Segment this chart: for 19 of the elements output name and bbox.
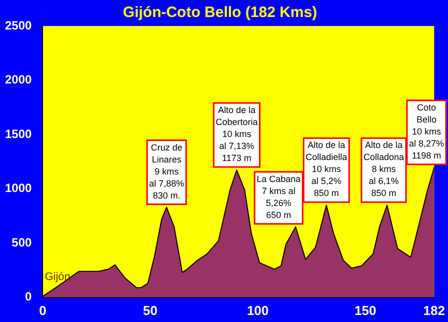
y-tick-label: 2500: [4, 18, 32, 32]
annotation: Alto de la Cobertoria 10 kms al 7,13% 1173 m: [216, 105, 258, 164]
x-tick-label: 50: [143, 302, 158, 318]
annotation: La Cabana 7 kms al 5,26% 650 m: [256, 174, 301, 220]
annotation: Alto de la Colladiella 10 kms al 5,2% 850 m: [306, 140, 348, 198]
x-tick-label: 100: [246, 302, 269, 318]
x-tick-label: 0: [39, 302, 46, 318]
annotation: Alto de la Colladona 8 kms al 6,1% 850 m: [363, 140, 404, 198]
y-tick-label: 2000: [4, 72, 32, 87]
annotation: Gijón: [44, 270, 70, 283]
annotation: Coto Bello 10 kms al 8,27% 1198 m: [408, 102, 444, 160]
y-tick-label: 0: [25, 290, 32, 304]
y-tick-label: 500: [12, 235, 32, 250]
x-tick-label: 182: [423, 302, 446, 318]
chart-title: Gijón-Coto Bello (182 Kms): [122, 4, 318, 22]
x-tick-label: 150: [354, 302, 376, 318]
y-tick-label: 1000: [4, 181, 32, 196]
annotation: Cruz de Linares 9 kms al 7,88% 830 m.: [149, 142, 184, 200]
y-tick-label: 1500: [4, 126, 32, 141]
